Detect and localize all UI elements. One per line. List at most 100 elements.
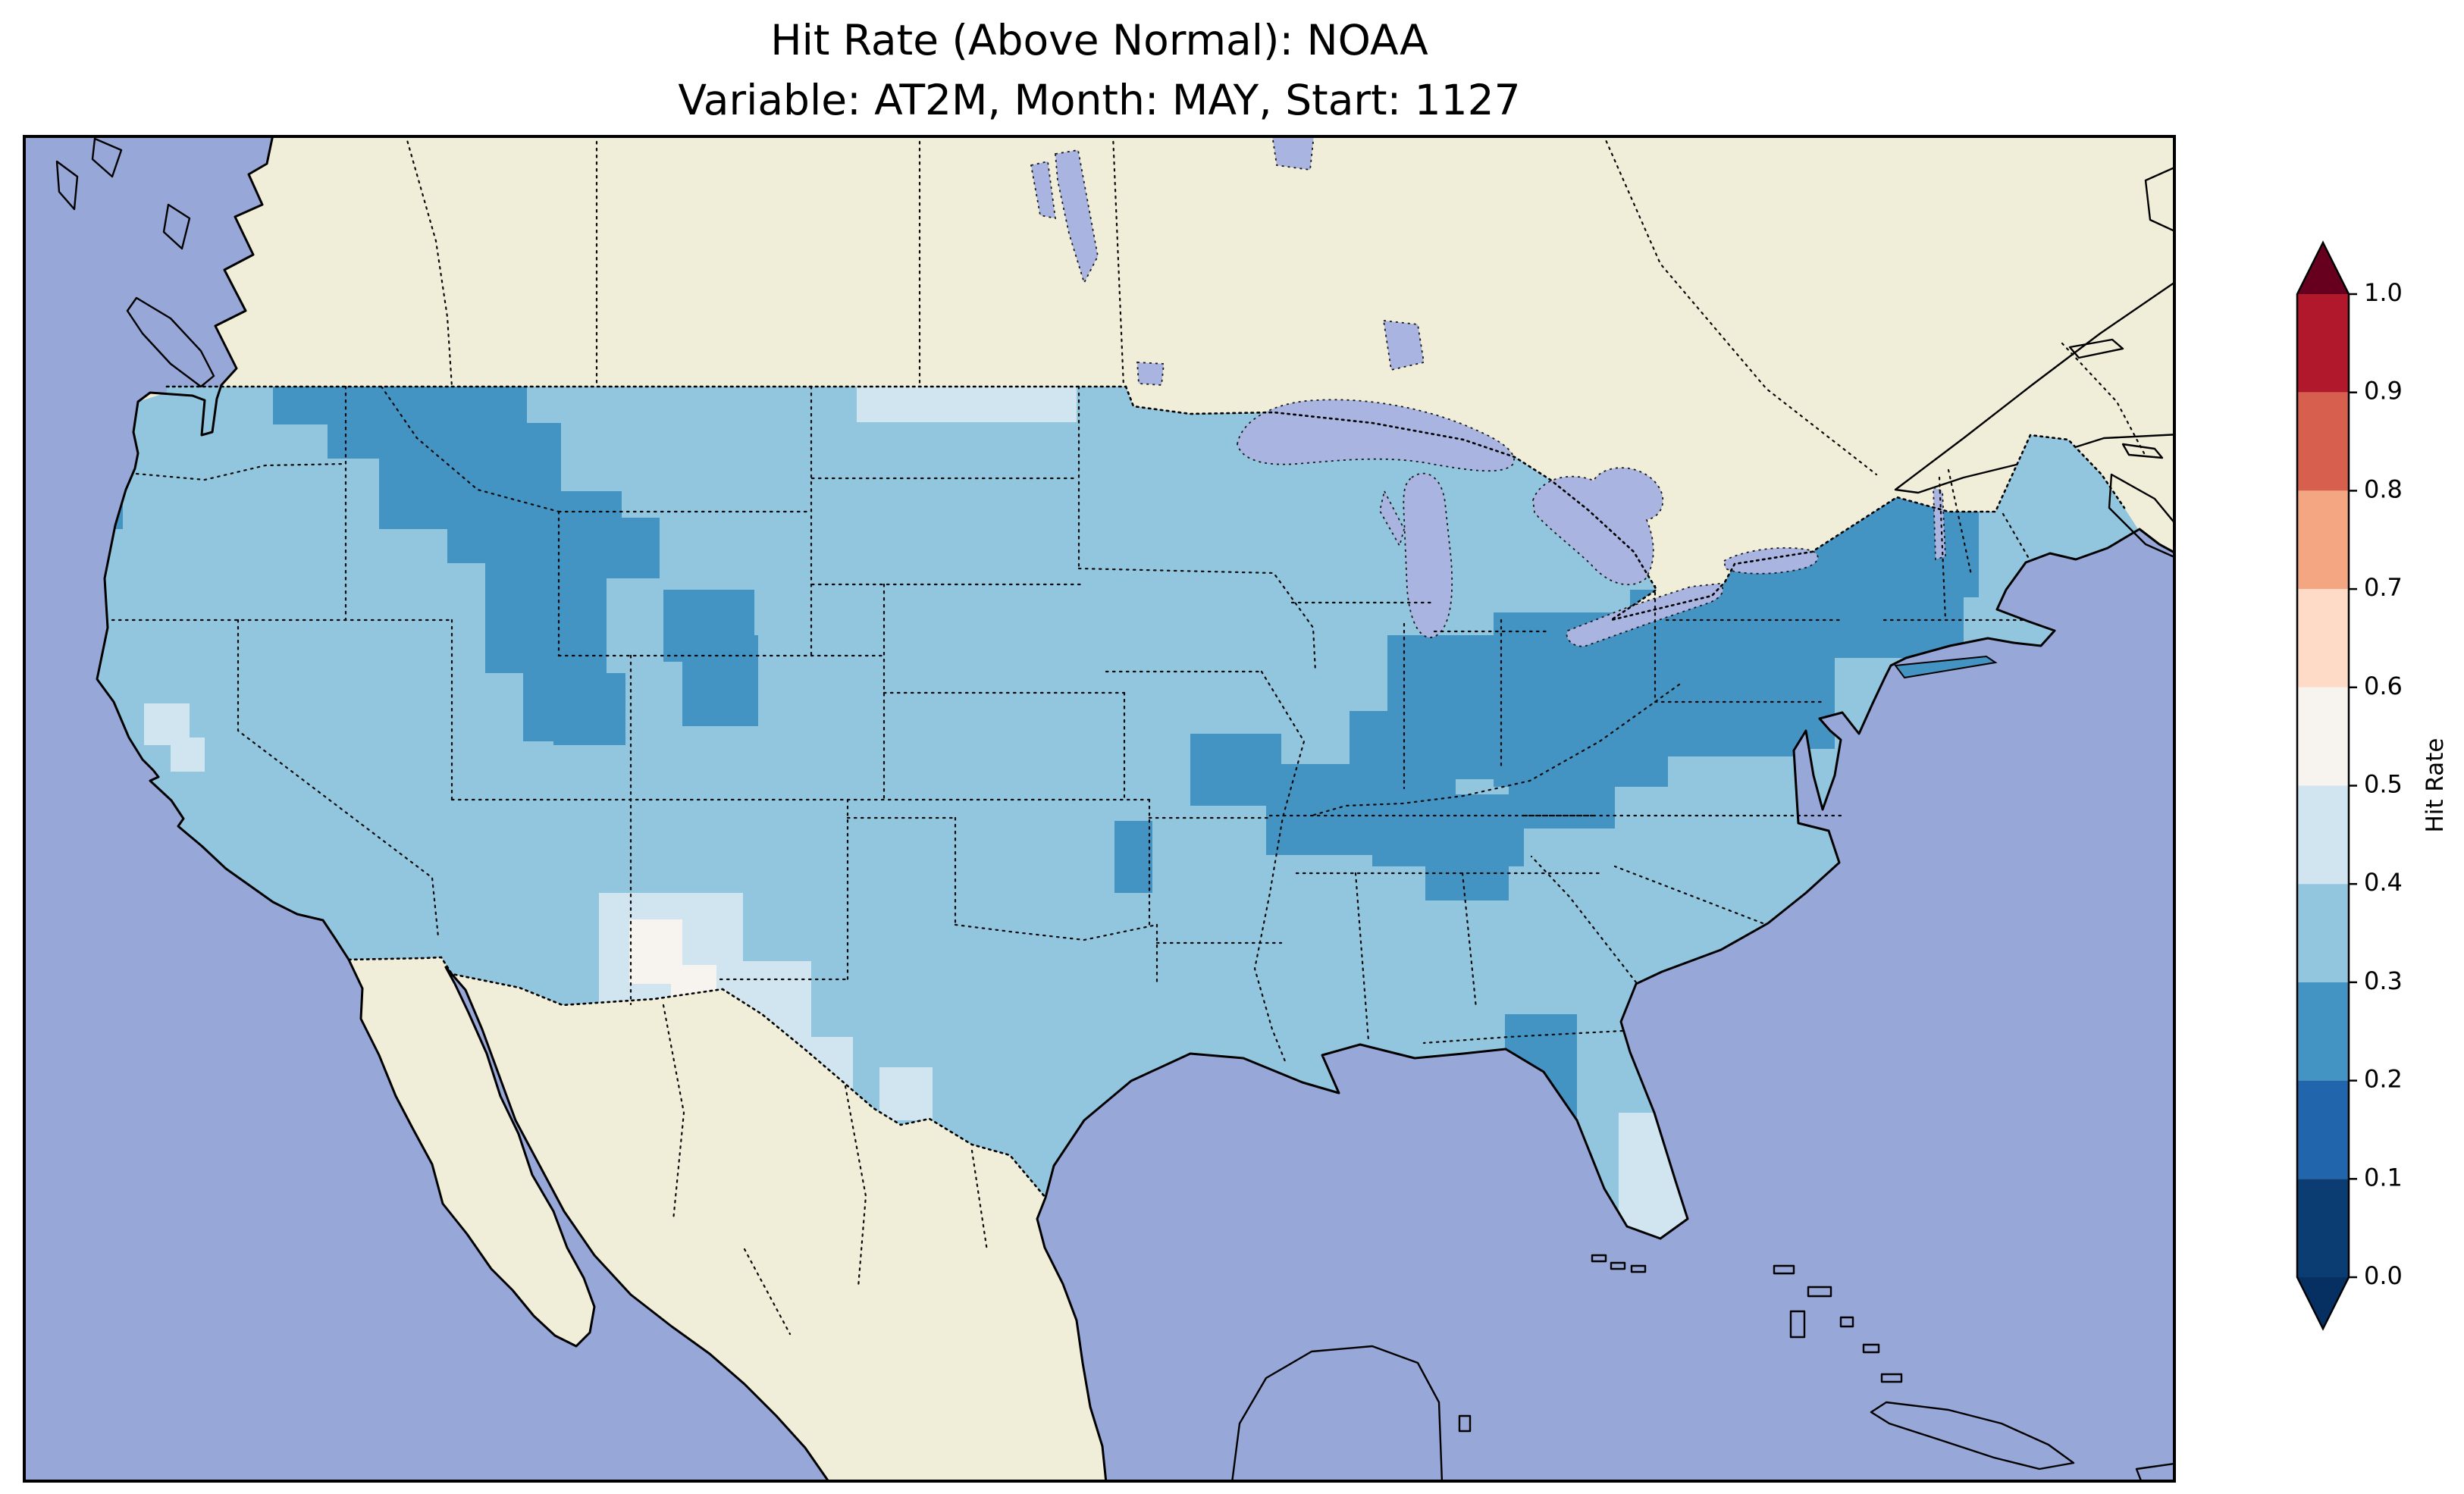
florida-keys-island	[1610, 1261, 1626, 1270]
hit-rate-cell-block	[1729, 666, 1835, 749]
colorbar-segment	[2297, 884, 2349, 982]
state-border-line	[1310, 683, 1681, 817]
long-island	[1894, 655, 1998, 679]
anticosti-island	[2068, 338, 2124, 359]
hit-rate-cell-block	[1509, 756, 1615, 828]
colorbar-tick-label: 0.9	[2364, 377, 2403, 406]
haida-gwaii-island	[55, 160, 79, 211]
us-canada-border-east	[1124, 385, 2126, 622]
colorbar-tick-label: 0.6	[2364, 672, 2403, 700]
bahamas-island	[1862, 1343, 1880, 1354]
hit-rate-cell-block	[682, 635, 758, 726]
province-border-line	[404, 135, 453, 388]
lake-winnipeg	[1055, 149, 1099, 285]
figure-title-line1: Hit Rate (Above Normal): NOAA	[770, 16, 1428, 64]
alaska-panhandle-island	[91, 137, 123, 178]
hit-rate-cell-block	[1190, 734, 1281, 806]
colorbar-segment	[2297, 1179, 2349, 1277]
cuba	[1870, 1401, 2075, 1471]
lake-winnipegosis	[1030, 160, 1057, 220]
lakes-layer	[1030, 135, 1946, 647]
province-border-line	[743, 1248, 792, 1336]
province-border-line	[662, 1004, 685, 1222]
colorbar-tick-label: 1.0	[2364, 278, 2403, 307]
colorbar-tick-label: 0.1	[2364, 1163, 2403, 1192]
hit-rate-cell-block	[171, 738, 205, 772]
state-border-line	[237, 619, 440, 938]
colorbar-tick-label: 0.0	[2364, 1261, 2403, 1290]
us-hit-rate-map	[23, 135, 2176, 1483]
state-border-line	[135, 462, 347, 481]
hit-rate-cell-block	[1425, 817, 1509, 900]
prince-edward-island	[2121, 443, 2164, 459]
state-border-line	[1947, 468, 1973, 576]
colorbar-tick-label: 0.3	[2364, 966, 2403, 995]
bahamas-island	[1807, 1286, 1832, 1298]
bahamas-island	[1773, 1264, 1795, 1275]
colorbar-under-arrow	[2297, 1277, 2349, 1329]
florida-keys-island	[1591, 1254, 1607, 1263]
yucatan-peninsula	[1230, 1345, 1444, 1483]
state-border-line	[1461, 872, 1478, 1010]
bahamas-island	[1839, 1316, 1854, 1328]
colorbar-tick-labels: 1.0 0.9 0.8 0.7 0.6 0.5 0.4 0.3 0.2 0.1 …	[2364, 278, 2403, 1290]
northern-lake	[1271, 135, 1315, 171]
hit-rate-colorbar: 1.0 0.9 0.8 0.7 0.6 0.5 0.4 0.3 0.2 0.1 …	[2296, 240, 2449, 1331]
colorbar-segment	[2297, 294, 2349, 393]
nova-scotia	[2108, 473, 2176, 559]
colorbar-over-arrow	[2297, 243, 2349, 294]
islands-layer	[55, 137, 2176, 1483]
state-border-line	[1354, 872, 1370, 1042]
hit-rate-cell-block	[879, 1067, 933, 1120]
province-border-line	[2061, 342, 2146, 455]
figure-title-line2: Variable: AT2M, Month: MAY, Start: 1127	[678, 76, 1521, 125]
hit-rate-cell-block	[553, 673, 625, 745]
lake-erie	[1566, 583, 1724, 647]
hit-rate-cell-block	[432, 387, 527, 459]
green-bay	[1379, 489, 1405, 548]
colorbar-tick-label: 0.7	[2364, 573, 2403, 602]
bahamas-island	[1789, 1310, 1806, 1339]
hispaniola	[2135, 1462, 2176, 1483]
colorbar-segment	[2297, 982, 2349, 1081]
hit-rate-cell-block	[857, 387, 1077, 422]
state-border-line	[1253, 670, 1306, 1063]
province-border-line	[970, 1149, 989, 1252]
figure-title: Hit Rate (Above Normal): NOAA Variable: …	[23, 11, 2176, 130]
bahamas-island	[1880, 1373, 1903, 1383]
state-borders	[111, 385, 2032, 1063]
state-border-line	[2002, 512, 2032, 562]
lake-michigan	[1403, 472, 1453, 638]
lake-superior	[1237, 399, 1515, 472]
colorbar-ticks	[2349, 293, 2357, 1279]
province-border-line	[1602, 135, 1878, 476]
bc-coastal-island	[162, 203, 191, 250]
newfoundland	[2144, 165, 2176, 233]
colorbar-tick-label: 0.4	[2364, 868, 2403, 897]
lake-of-the-woods	[1136, 362, 1165, 386]
lake-huron	[1532, 467, 1664, 586]
state-border-line	[380, 385, 560, 513]
colorbar-tick-label: 0.5	[2364, 770, 2403, 799]
hit-rate-cells-bin-02-03	[97, 387, 1979, 1154]
colorbar-tick-label: 0.8	[2364, 475, 2403, 503]
colorbar-segment	[2297, 392, 2349, 491]
cozumel-island	[1458, 1414, 1472, 1433]
colorbar-tick-label: 0.2	[2364, 1065, 2403, 1094]
vancouver-island	[126, 296, 215, 388]
colorbar-segment	[2297, 785, 2349, 885]
colorbar-axis-label: Hit Rate	[2422, 738, 2449, 832]
state-border-line	[954, 923, 1158, 941]
province-borders	[404, 135, 2146, 1336]
province-border-line	[1111, 135, 1125, 388]
map-frame	[23, 135, 2176, 1483]
state-border-line	[1422, 1029, 1624, 1045]
colorbar-segment	[2297, 490, 2349, 590]
florida-keys-island	[1630, 1264, 1647, 1273]
province-border-line	[844, 1085, 867, 1289]
state-border-line	[1530, 855, 1638, 984]
gulf-of-st-lawrence	[1894, 280, 2176, 494]
lake-nipigon	[1382, 319, 1425, 371]
hit-rate-cell-block	[1114, 821, 1152, 893]
